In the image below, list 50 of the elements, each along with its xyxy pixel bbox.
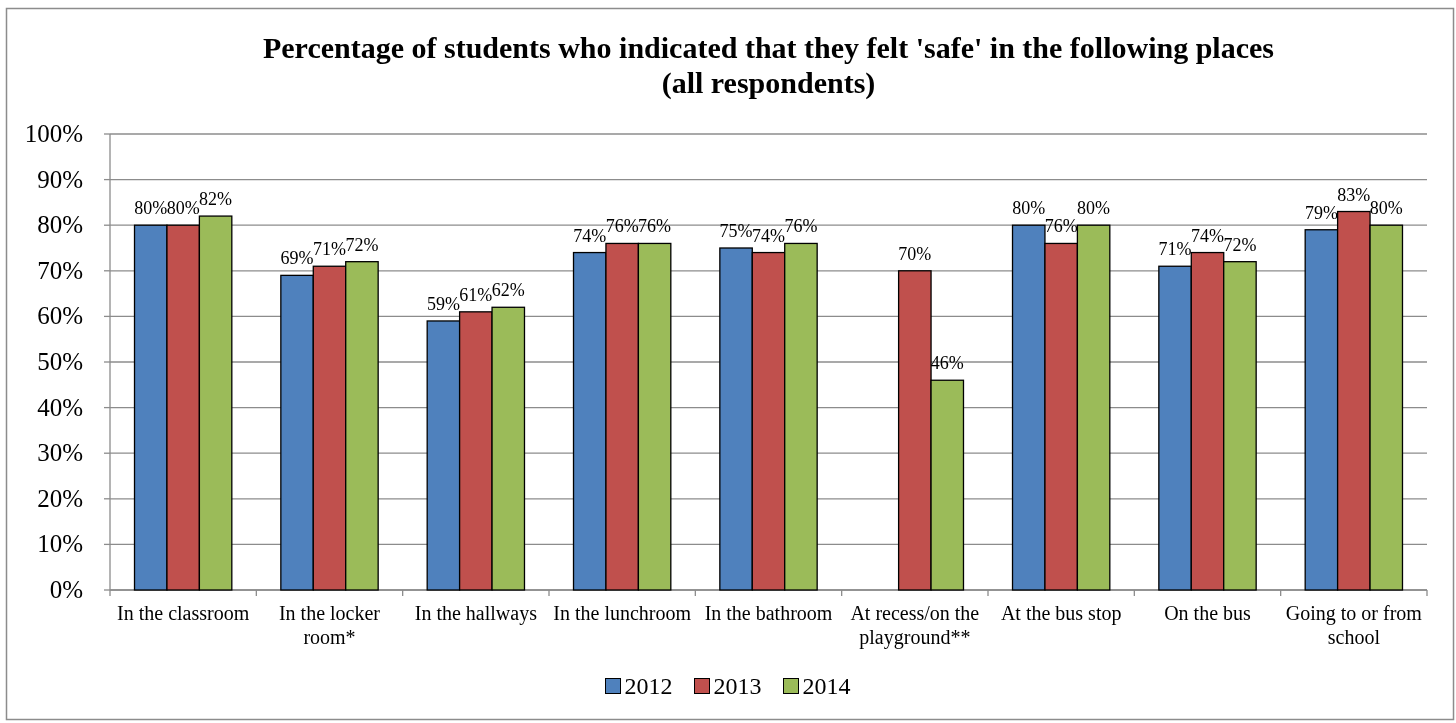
data-label: 79% bbox=[1304, 202, 1338, 223]
data-label: 80% bbox=[166, 198, 200, 219]
data-label: 71% bbox=[1158, 239, 1192, 260]
data-label: 72% bbox=[345, 234, 379, 255]
y-tick-label: 90% bbox=[37, 165, 83, 193]
data-label: 76% bbox=[638, 216, 672, 237]
x-tick-label: Going to or from school bbox=[1285, 602, 1423, 648]
legend-label: 2014 bbox=[802, 673, 851, 699]
data-label: 70% bbox=[898, 243, 932, 264]
data-label: 76% bbox=[1044, 216, 1078, 237]
data-label: 83% bbox=[1337, 184, 1371, 205]
x-tick-label: In the locker room* bbox=[278, 602, 381, 648]
legend-label: 2013 bbox=[713, 673, 762, 699]
x-tick-label: On the bus bbox=[1164, 602, 1252, 624]
data-label: 80% bbox=[1077, 198, 1111, 219]
data-label: 80% bbox=[134, 198, 168, 219]
y-tick-label: 0% bbox=[49, 576, 83, 603]
data-label: 82% bbox=[199, 189, 233, 210]
x-tick-label: In the bathroom bbox=[704, 602, 833, 624]
y-tick-label: 50% bbox=[37, 348, 83, 375]
data-label: 59% bbox=[426, 293, 460, 314]
y-tick-label: 30% bbox=[37, 439, 83, 467]
x-tick-label: At the bus stop bbox=[1000, 602, 1122, 625]
x-tick-label: At recess/on the playground** bbox=[850, 602, 980, 649]
data-label: 76% bbox=[784, 216, 818, 237]
y-tick-label: 60% bbox=[37, 302, 83, 330]
data-label: 74% bbox=[573, 225, 607, 246]
chart-title: Percentage of students who indicated that they felt 'safe' in the following places bbox=[262, 31, 1275, 64]
chart-subtitle: (all respondents) bbox=[661, 66, 876, 100]
legend-label: 2012 bbox=[624, 673, 673, 699]
data-label: 80% bbox=[1369, 198, 1403, 219]
data-label: 76% bbox=[605, 216, 639, 237]
y-tick-label: 10% bbox=[37, 530, 83, 558]
y-tick-label: 40% bbox=[37, 393, 83, 421]
data-label: 74% bbox=[1191, 225, 1224, 246]
x-tick-label: In the classroom bbox=[117, 602, 250, 624]
data-label: 71% bbox=[313, 239, 346, 260]
y-tick-label: 80% bbox=[37, 211, 83, 239]
data-label: 69% bbox=[280, 248, 314, 269]
data-label: 72% bbox=[1223, 234, 1257, 255]
y-tick-label: 70% bbox=[37, 256, 83, 284]
data-label: 74% bbox=[752, 225, 785, 246]
data-label: 62% bbox=[491, 280, 525, 301]
y-tick-label: 100% bbox=[24, 120, 83, 147]
data-label: 75% bbox=[719, 221, 753, 241]
data-label: 80% bbox=[1012, 198, 1046, 219]
x-tick-label: In the lunchroom bbox=[553, 602, 692, 624]
y-tick-label: 20% bbox=[37, 484, 83, 512]
x-tick-label: In the hallways bbox=[414, 602, 538, 625]
data-label: 61% bbox=[459, 284, 493, 305]
